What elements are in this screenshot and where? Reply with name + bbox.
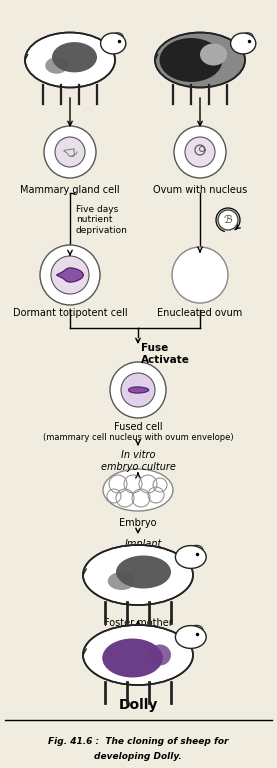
Text: Dormant totipotent cell: Dormant totipotent cell bbox=[13, 308, 127, 318]
Ellipse shape bbox=[200, 44, 227, 65]
Text: Mammary gland cell: Mammary gland cell bbox=[20, 185, 120, 195]
Circle shape bbox=[218, 210, 238, 230]
Ellipse shape bbox=[52, 42, 97, 72]
Text: Dolly: Dolly bbox=[118, 698, 158, 712]
Text: Fuse
Activate: Fuse Activate bbox=[141, 343, 190, 365]
Text: Five days
nutrient
deprivation: Five days nutrient deprivation bbox=[76, 205, 128, 235]
Ellipse shape bbox=[116, 555, 171, 588]
Text: (mammary cell nucleus with ovum envelope): (mammary cell nucleus with ovum envelope… bbox=[43, 433, 233, 442]
Ellipse shape bbox=[108, 572, 135, 590]
Ellipse shape bbox=[155, 32, 245, 88]
Text: Foster mother: Foster mother bbox=[104, 618, 172, 628]
Circle shape bbox=[55, 137, 85, 167]
Ellipse shape bbox=[190, 625, 203, 634]
Text: Implant: Implant bbox=[124, 539, 162, 549]
Circle shape bbox=[44, 126, 96, 178]
Polygon shape bbox=[57, 268, 83, 282]
Text: Enucleated ovum: Enucleated ovum bbox=[157, 308, 243, 318]
Circle shape bbox=[172, 247, 228, 303]
Text: Fig. 41.6 :  The cloning of sheep for: Fig. 41.6 : The cloning of sheep for bbox=[48, 737, 228, 746]
Ellipse shape bbox=[25, 32, 115, 88]
Polygon shape bbox=[129, 387, 148, 393]
Text: Embryo: Embryo bbox=[119, 518, 157, 528]
Ellipse shape bbox=[112, 33, 123, 41]
Ellipse shape bbox=[149, 644, 171, 666]
Text: ℬ: ℬ bbox=[224, 215, 232, 225]
Circle shape bbox=[185, 137, 215, 167]
Circle shape bbox=[121, 373, 155, 407]
Ellipse shape bbox=[160, 38, 222, 82]
Ellipse shape bbox=[103, 469, 173, 511]
Text: developing Dolly.: developing Dolly. bbox=[94, 752, 182, 761]
Circle shape bbox=[51, 256, 89, 294]
Ellipse shape bbox=[101, 33, 126, 54]
Text: embryo culture: embryo culture bbox=[101, 462, 175, 472]
Text: In vitro: In vitro bbox=[121, 450, 155, 460]
Circle shape bbox=[174, 126, 226, 178]
Ellipse shape bbox=[45, 58, 68, 74]
Ellipse shape bbox=[83, 625, 193, 685]
Ellipse shape bbox=[190, 545, 203, 554]
Ellipse shape bbox=[242, 33, 253, 41]
Ellipse shape bbox=[175, 545, 206, 568]
Ellipse shape bbox=[230, 33, 256, 54]
Circle shape bbox=[110, 362, 166, 418]
Ellipse shape bbox=[102, 638, 163, 677]
Ellipse shape bbox=[175, 626, 206, 648]
Text: Fused cell: Fused cell bbox=[114, 422, 162, 432]
Ellipse shape bbox=[83, 545, 193, 605]
Text: Ovum with nucleus: Ovum with nucleus bbox=[153, 185, 247, 195]
Circle shape bbox=[40, 245, 100, 305]
